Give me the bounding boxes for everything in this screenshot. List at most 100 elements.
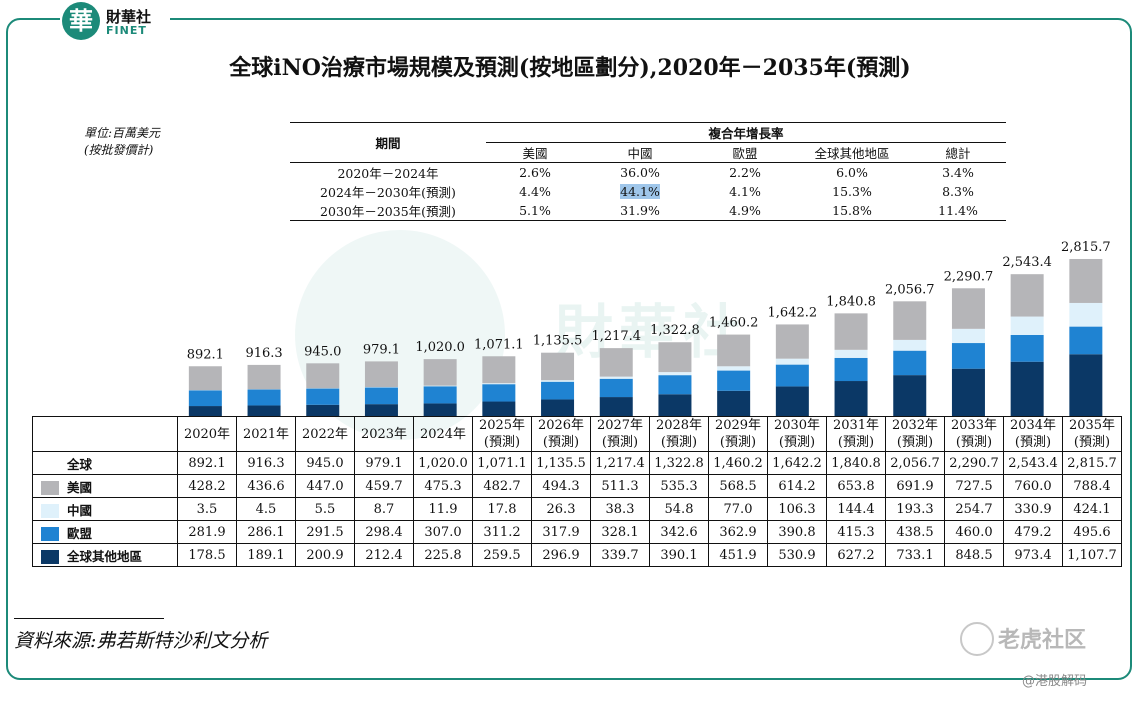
bar-segment — [1010, 316, 1044, 336]
table-cell-value: 317.9 — [531, 520, 591, 544]
chart-frame — [6, 18, 1132, 680]
cagr-period: 2030年－2035年(預測) — [320, 204, 456, 219]
table-cell-value: 77.0 — [708, 497, 768, 521]
table-cell-value: 1,107.7 — [1062, 543, 1122, 567]
bar-total-label: 2,056.7 — [885, 282, 935, 297]
bar-total-label: 2,290.7 — [944, 269, 994, 284]
bar-segment — [951, 288, 985, 329]
table-cell-value: 328.1 — [590, 520, 650, 544]
table-cell-value: 511.3 — [590, 474, 650, 498]
table-cell-value: 291.5 — [295, 520, 355, 544]
bar-segment — [775, 324, 809, 359]
bar-segment — [1069, 354, 1103, 416]
table-cell-value: 307.0 — [413, 520, 473, 544]
data-table-header-row: 2020年 2021年 2022年 2023年 2024年 2025年 (預測) 2026年(… — [32, 416, 1122, 452]
bar-total-label: 1,460.2 — [709, 316, 759, 331]
table-cell-value: 311.2 — [472, 520, 532, 544]
cagr-value: 11.4% — [938, 203, 978, 218]
bar-segment — [541, 352, 575, 381]
unit-line-2: (按批發價計) — [84, 143, 154, 157]
cagr-value: 4.4% — [519, 184, 551, 199]
bar-total-label: 1,135.5 — [533, 334, 583, 349]
bar-segment — [247, 405, 281, 416]
row-label-text: 全球其他地區 — [67, 548, 143, 564]
year-header: 2026年 (預測) — [531, 416, 591, 452]
bar-segment — [364, 361, 398, 388]
table-cell-value: 5.5 — [295, 497, 355, 521]
bar-segment — [247, 364, 281, 390]
cagr-value: 15.3% — [832, 184, 872, 199]
row-label-text: 歐盟 — [67, 525, 93, 541]
cagr-col-header: 中國 — [627, 146, 653, 161]
table-cell-value: 979.1 — [354, 451, 414, 475]
source-note: 資料來源:弗若斯特沙利文分析 — [14, 630, 268, 652]
bar-total-label: 1,642.2 — [768, 305, 818, 320]
year-header: 2025年 (預測) — [472, 416, 532, 452]
table-cell-value: 1,460.2 — [708, 451, 768, 475]
row-label-text: 中國 — [67, 502, 93, 518]
year-header: 2027年 (預測) — [590, 416, 650, 452]
table-cell-value: 530.9 — [767, 543, 827, 567]
table-cell-value: 339.7 — [590, 543, 650, 567]
bar-segment — [658, 342, 692, 373]
cagr-period: 2020年－2024年 — [337, 166, 439, 181]
bar-segment — [364, 404, 398, 416]
table-cell-value: 627.2 — [826, 543, 886, 567]
table-cell-value: 535.3 — [649, 474, 709, 498]
bar-total-label: 1,322.8 — [650, 323, 700, 338]
bar-segment — [599, 348, 633, 377]
bar-segment — [423, 403, 457, 416]
table-cell-value: 342.6 — [649, 520, 709, 544]
year-header: 2032年 (預測) — [885, 416, 945, 452]
table-cell-value: 3.5 — [177, 497, 237, 521]
year-header: 2021年 — [236, 416, 296, 452]
bar-segment — [834, 313, 868, 350]
bar-segment — [951, 368, 985, 416]
data-table: 2020年 2021年 2022年 2023年 2024年 2025年 (預測) 2026年(… — [32, 416, 1122, 567]
cagr-value: 4.1% — [729, 184, 761, 199]
table-cell-value: 1,020.0 — [413, 451, 473, 475]
table-cell-value: 26.3 — [531, 497, 591, 521]
row-label: 全球 — [32, 451, 178, 475]
table-cell-value: 286.1 — [236, 520, 296, 544]
table-cell-value: 2,056.7 — [885, 451, 945, 475]
table-cell-value: 225.8 — [413, 543, 473, 567]
table-cell-value: 727.5 — [944, 474, 1004, 498]
watermark-text: 財華社 — [555, 298, 748, 366]
table-cell-value: 8.7 — [354, 497, 414, 521]
bar-segment — [775, 364, 809, 387]
bar-segment — [1069, 326, 1103, 355]
cagr-value: 5.1% — [519, 203, 551, 218]
bar-total-label: 916.3 — [245, 346, 282, 361]
bar-segment — [541, 381, 575, 400]
bar-segment — [306, 404, 340, 416]
bar-segment — [834, 349, 868, 358]
table-cell-value: 330.9 — [1003, 497, 1063, 521]
bar-segment — [717, 370, 751, 391]
table-cell-value: 281.9 — [177, 520, 237, 544]
year-header: 2028年 (預測) — [649, 416, 709, 452]
bar-segment — [423, 386, 457, 404]
bar-total-label: 1,840.8 — [826, 294, 876, 309]
row-label-text: 美國 — [67, 479, 93, 495]
table-cell-value: 973.4 — [1003, 543, 1063, 567]
table-cell-value: 4.5 — [236, 497, 296, 521]
table-cell-value: 212.4 — [354, 543, 414, 567]
table-cell-value: 1,135.5 — [531, 451, 591, 475]
legend-swatch — [41, 550, 59, 564]
bar-segment — [658, 394, 692, 416]
bar-total-label: 2,543.4 — [1002, 255, 1052, 270]
legend-swatch — [41, 504, 59, 518]
table-cell-value: 479.2 — [1003, 520, 1063, 544]
year-header: 2023年 — [354, 416, 414, 452]
table-cell-value: 415.3 — [826, 520, 886, 544]
table-cell-value: 892.1 — [177, 451, 237, 475]
row-label: 美國 — [32, 474, 178, 498]
table-cell-value: 1,642.2 — [767, 451, 827, 475]
cagr-table: 期間 複合年增長率 美國 中國 歐盟 全球其他地區 總計 2020年－2024年… — [290, 122, 1006, 221]
table-cell-value: 653.8 — [826, 474, 886, 498]
year-header: 2024年 — [413, 416, 473, 452]
year-header: 2020年 — [177, 416, 237, 452]
bar-segment — [541, 380, 575, 382]
bar-segment — [482, 356, 516, 384]
